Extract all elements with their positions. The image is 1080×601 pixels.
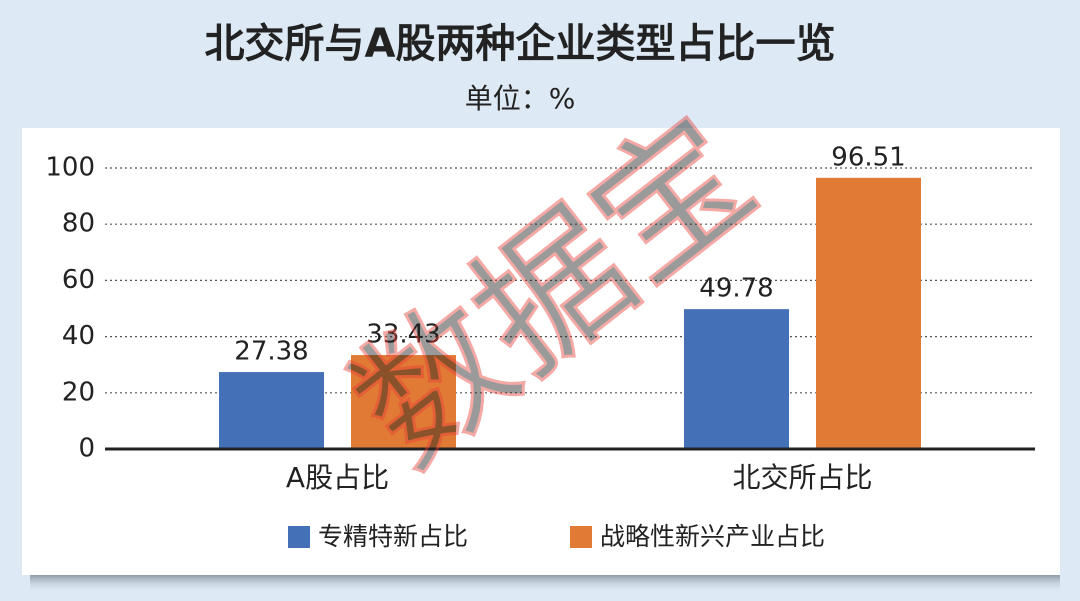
chart-title: 北交所与A股两种企业类型占比一览	[205, 21, 836, 67]
y-tick-label: 80	[62, 209, 95, 239]
y-tick-label: 20	[62, 377, 95, 407]
bar	[816, 177, 921, 450]
y-tick-label: 60	[62, 265, 95, 295]
legend-swatch	[570, 526, 592, 548]
x-tick-label: A股占比	[286, 461, 389, 494]
y-tick-label: 40	[62, 321, 95, 351]
legend-label: 专精特新占比	[318, 522, 468, 551]
bar	[351, 355, 456, 449]
x-tick-label: 北交所占比	[732, 461, 872, 494]
chart-subtitle: 单位：%	[465, 82, 576, 115]
value-label: 27.38	[234, 337, 308, 367]
legend-swatch	[288, 526, 310, 548]
y-tick-label: 0	[78, 434, 95, 464]
value-label: 96.51	[831, 142, 905, 172]
legend-label: 战略性新兴产业占比	[600, 522, 825, 551]
value-label: 49.78	[699, 274, 773, 304]
bar	[684, 309, 789, 449]
value-label: 33.43	[366, 320, 440, 350]
panel-shadow	[30, 575, 1060, 593]
bar	[219, 372, 324, 449]
y-tick-label: 100	[45, 153, 95, 183]
